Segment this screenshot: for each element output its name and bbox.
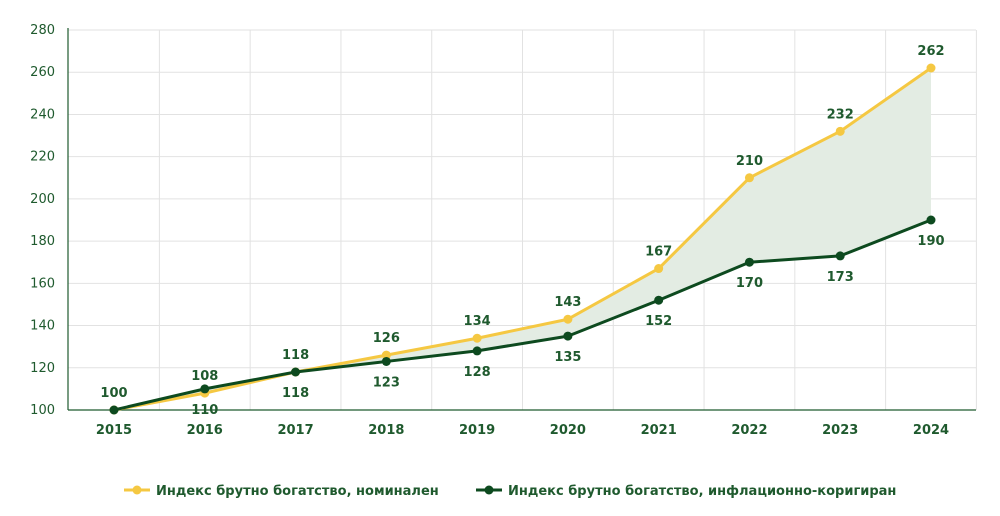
series-0-data-label-2019: 134 bbox=[464, 314, 491, 329]
series-1-data-label-2017: 118 bbox=[282, 386, 309, 401]
series-0-data-label-2020: 143 bbox=[554, 295, 581, 310]
series-line-0 bbox=[112, 66, 933, 412]
series-1-data-label-2018: 123 bbox=[373, 375, 400, 390]
data-labels: 100 108 118 126 134 143 167 210 232 262 110 118 123 1… bbox=[100, 44, 944, 418]
series-1-data-label-2016: 110 bbox=[191, 403, 218, 418]
series-0-point-2022 bbox=[744, 173, 754, 183]
y-tick-label: 200 bbox=[30, 192, 55, 207]
axes bbox=[67, 28, 976, 411]
fill-between-area bbox=[114, 68, 931, 410]
series-0-point-2024 bbox=[926, 63, 936, 73]
series-0-point-2020 bbox=[563, 314, 573, 324]
series-1-point-2019 bbox=[472, 346, 482, 356]
series-1-point-2024 bbox=[926, 215, 936, 225]
series-0-point-2023 bbox=[835, 126, 845, 136]
y-tick-label: 100 bbox=[30, 403, 55, 418]
y-tick-label: 220 bbox=[30, 150, 55, 165]
series-0-data-label-2024: 262 bbox=[917, 44, 944, 59]
y-tick-label: 180 bbox=[30, 234, 55, 249]
series-1-point-2017 bbox=[291, 367, 301, 377]
x-tick-label-2021: 2021 bbox=[641, 423, 677, 438]
x-tick-label-2022: 2022 bbox=[731, 423, 767, 438]
legend-swatch-dot-0 bbox=[132, 485, 142, 495]
legend: Индекс брутно богатство, номинален Индекс… bbox=[124, 484, 896, 499]
series-1-point-2016 bbox=[200, 384, 210, 394]
y-tick-label: 260 bbox=[30, 65, 55, 80]
series-0-data-label-2023: 232 bbox=[827, 107, 854, 122]
legend-swatch-dot-1 bbox=[484, 485, 494, 495]
series-0-data-label-2018: 126 bbox=[373, 331, 400, 346]
series-0-data-label-2021: 167 bbox=[645, 245, 672, 260]
series-1-data-label-2021: 152 bbox=[645, 314, 672, 329]
series-1-data-label-2022: 170 bbox=[736, 276, 763, 291]
series-1-data-label-2024: 190 bbox=[917, 234, 944, 249]
y-tick-label: 140 bbox=[30, 319, 55, 334]
series-1-data-label-2023: 173 bbox=[827, 270, 854, 285]
series-0-point-2019 bbox=[472, 333, 482, 343]
x-tick-label-2015: 2015 bbox=[96, 423, 132, 438]
series-0-point-2018 bbox=[381, 350, 391, 360]
series-0-data-label-2017: 118 bbox=[282, 348, 309, 363]
series-lines bbox=[109, 63, 936, 415]
y-tick-label: 240 bbox=[30, 107, 55, 122]
series-1-point-2023 bbox=[835, 251, 845, 261]
series-1-point-2015 bbox=[109, 405, 119, 415]
y-tick-label: 160 bbox=[30, 276, 55, 291]
series-1-point-2020 bbox=[563, 331, 573, 341]
y-tick-label: 120 bbox=[30, 361, 55, 376]
series-0-data-label-2016: 108 bbox=[191, 369, 218, 384]
series-0-data-label-2015: 100 bbox=[100, 386, 127, 401]
y-tick-label: 280 bbox=[30, 23, 55, 38]
x-tick-label-2020: 2020 bbox=[550, 423, 586, 438]
x-tick-label-2018: 2018 bbox=[368, 423, 404, 438]
x-tick-label-2019: 2019 bbox=[459, 423, 495, 438]
series-1-data-label-2019: 128 bbox=[464, 365, 491, 380]
legend-label-1: Индекс брутно богатство, инфлационно-кор… bbox=[508, 484, 896, 499]
series-line-1 bbox=[112, 218, 933, 412]
fill-between-series bbox=[114, 68, 931, 410]
series-0-point-2021 bbox=[654, 264, 664, 274]
series-1-point-2018 bbox=[381, 356, 391, 366]
x-tick-label-2024: 2024 bbox=[913, 423, 949, 438]
x-tick-label-2017: 2017 bbox=[277, 423, 313, 438]
y-axis-tick-labels: 100 120 140 160 180 200 220 240 260 280 bbox=[30, 23, 55, 418]
x-axis-tick-labels: 2015 2016 2017 2018 2019 2020 2021 2022 2023 2024 bbox=[96, 423, 949, 438]
series-1-point-2021 bbox=[654, 295, 664, 305]
legend-label-0: Индекс брутно богатство, номинален bbox=[156, 484, 439, 499]
series-1-point-2022 bbox=[744, 257, 754, 267]
series-1-data-label-2020: 135 bbox=[554, 350, 581, 365]
series-0-data-label-2022: 210 bbox=[736, 154, 763, 169]
x-tick-label-2023: 2023 bbox=[822, 423, 858, 438]
x-tick-label-2016: 2016 bbox=[187, 423, 223, 438]
